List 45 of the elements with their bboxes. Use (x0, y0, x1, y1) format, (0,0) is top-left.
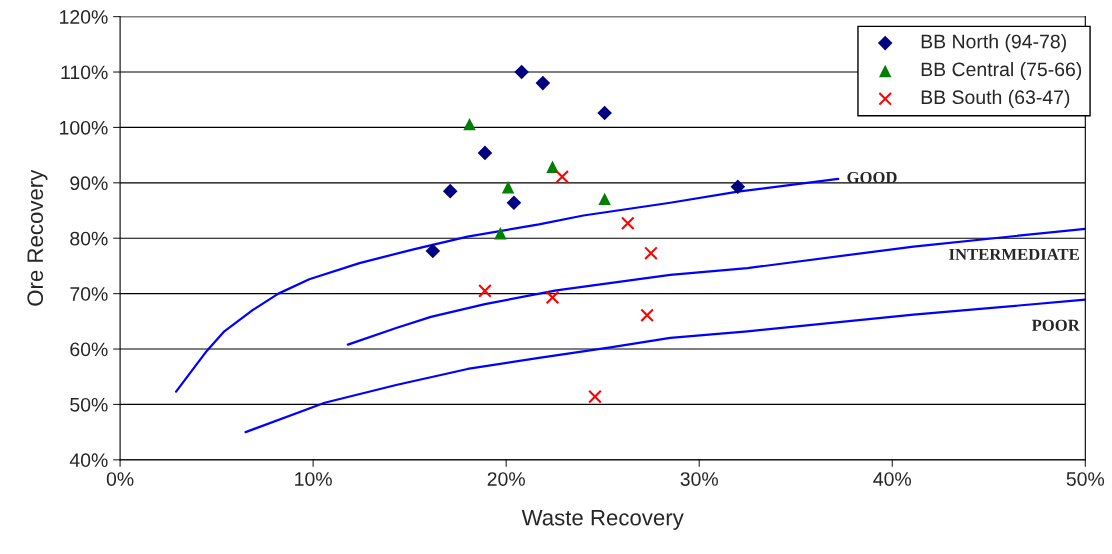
point (463, 117, 476, 131)
point (425, 243, 441, 259)
y-tick-label: 60% (70, 342, 108, 357)
y-tick-label: 40% (69, 453, 108, 468)
point (730, 179, 746, 194)
legend-label: BB South (63-47) (921, 89, 1070, 108)
x-tick-label: 50% (1066, 472, 1105, 486)
point (620, 216, 635, 231)
x-axis-title: Waste Recovery (521, 510, 684, 530)
point (545, 290, 560, 305)
point (514, 64, 529, 80)
line-series (174, 177, 840, 393)
line-series (244, 298, 1086, 434)
point (494, 227, 507, 240)
point (477, 145, 493, 161)
point (597, 105, 612, 121)
point (501, 181, 515, 194)
series-label: INTERMEDIATE (949, 248, 1079, 260)
y-tick-label: 70% (70, 287, 108, 301)
legend-label: BB Central (75-66) (921, 61, 1082, 81)
x-tick-label: 40% (873, 472, 912, 486)
y-tick-label: 80% (70, 231, 108, 246)
series-label: GOOD (847, 171, 897, 184)
x-tick-label: 30% (680, 472, 718, 486)
point (535, 75, 551, 91)
line-series (346, 227, 1086, 346)
y-tick-label: 100% (60, 120, 108, 135)
point (644, 246, 658, 261)
point (442, 183, 458, 199)
y-tick-label: 110% (61, 65, 108, 80)
y-tick-label: 90% (70, 176, 108, 191)
series-label: POOR (1031, 319, 1080, 331)
y-axis-title: Ore Recovery (27, 169, 48, 306)
y-tick-label: 120% (60, 10, 108, 24)
point (555, 169, 570, 184)
legend-label: BB North (94-78) (921, 34, 1066, 53)
point (478, 284, 492, 298)
x-tick-label: 0% (106, 472, 134, 486)
y-tick-label: 50% (70, 397, 108, 412)
x-tick-label: 20% (487, 472, 525, 486)
x-tick-label: 10% (295, 472, 332, 486)
point (588, 389, 602, 404)
point (506, 195, 522, 211)
point (598, 192, 611, 206)
point (640, 308, 654, 323)
